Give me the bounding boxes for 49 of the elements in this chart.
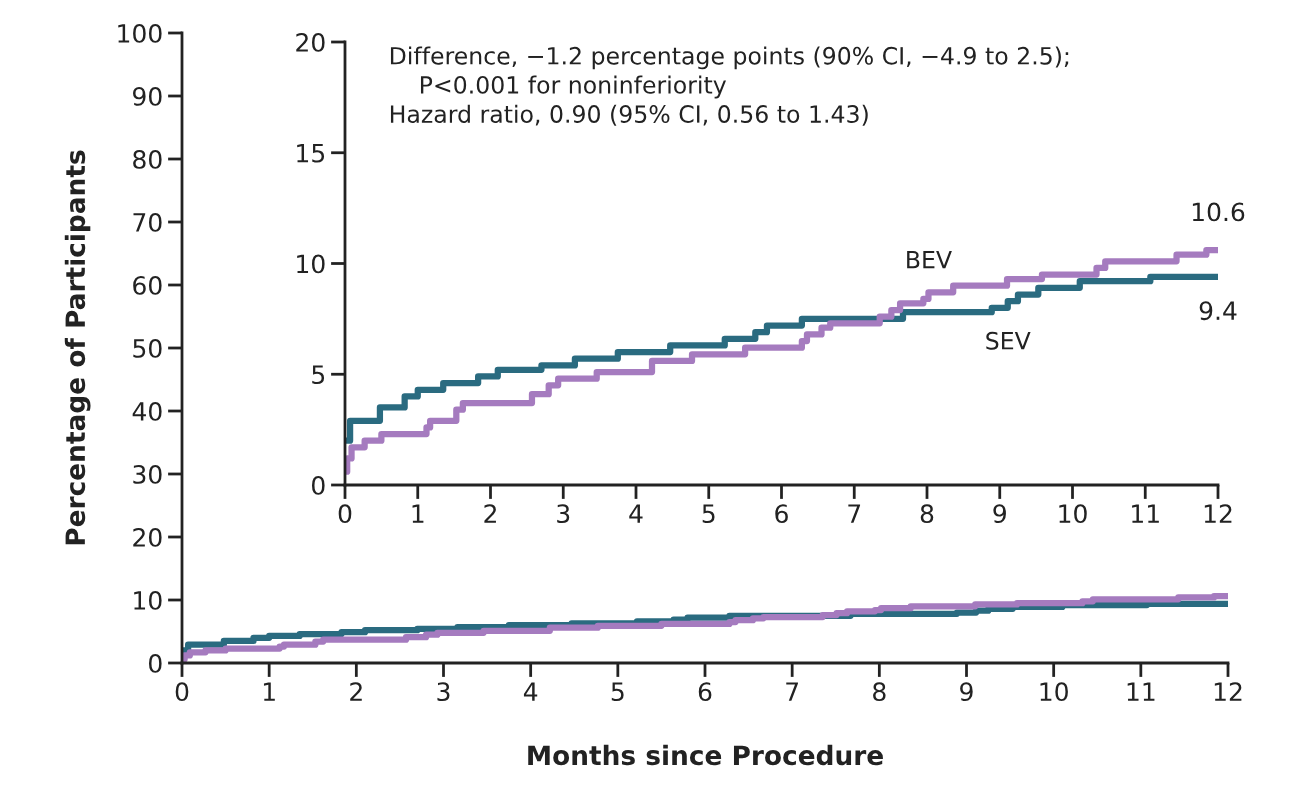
x-tick-label: 0: [338, 504, 352, 524]
y-tick-label: 0: [148, 653, 162, 673]
x-tick-label: 10: [1040, 682, 1068, 702]
y-tick-label: 90: [133, 86, 162, 106]
x-tick-label: 8: [920, 504, 934, 524]
y-tick-label: 20: [296, 32, 325, 52]
y-tick-label: 20: [133, 527, 162, 547]
x-tick-label: 7: [848, 504, 861, 523]
x-tick-label: 6: [775, 504, 788, 524]
y-tick-label: 5: [312, 365, 325, 385]
x-tick-label: 1: [263, 682, 275, 701]
x-tick-label: 2: [350, 682, 362, 701]
y-tick-label: 30: [133, 464, 162, 484]
x-tick-label: 11: [1127, 682, 1155, 701]
annotation: 10.6: [1192, 202, 1245, 222]
y-tick-label: 10: [297, 254, 325, 274]
y-tick-label: 50: [133, 338, 162, 358]
x-tick-label: 12: [1204, 504, 1232, 523]
y-tick-label: 100: [118, 23, 162, 43]
x-tick-label: 0: [175, 682, 189, 702]
x-axis-title: Months since Procedure: [528, 744, 883, 766]
x-tick-label: 4: [523, 682, 538, 701]
y-tick-label: 80: [133, 149, 162, 169]
x-tick-label: 5: [611, 682, 624, 702]
x-tick-label: 2: [484, 504, 496, 523]
x-tick-label: 6: [698, 682, 712, 702]
annotation: Difference, −1.2 percentage points (90% CI, −4.9 to 2.5); P<0.001 for noninferiority Hazard ratio, 0.90 (95% CI, 0.56 to 1.43): [390, 46, 1069, 126]
y-tick-label: 15: [297, 144, 325, 163]
series-label: BEV: [907, 251, 952, 269]
y-axis-title: Percentage of Participants: [64, 150, 91, 545]
y-tick-label: 70: [133, 212, 162, 232]
x-tick-label: 9: [993, 504, 1006, 524]
x-tick-label: 11: [1132, 504, 1159, 523]
y-tick-label: 40: [132, 401, 162, 421]
x-tick-label: 9: [960, 682, 973, 702]
x-tick-label: 8: [873, 682, 886, 702]
annotation: 9.4: [1199, 301, 1237, 321]
x-tick-label: 3: [557, 504, 570, 524]
x-tick-label: 7: [786, 682, 798, 701]
x-tick-label: 3: [437, 682, 450, 702]
y-tick-label: 0: [311, 475, 325, 495]
series-label: SEV: [986, 331, 1031, 350]
y-tick-label: 60: [133, 275, 162, 295]
x-tick-label: 10: [1059, 504, 1087, 524]
x-tick-label: 12: [1214, 682, 1242, 701]
x-tick-label: 1: [412, 504, 424, 523]
x-tick-label: 4: [629, 504, 643, 523]
x-tick-label: 5: [702, 504, 715, 524]
y-tick-label: 10: [134, 590, 162, 610]
